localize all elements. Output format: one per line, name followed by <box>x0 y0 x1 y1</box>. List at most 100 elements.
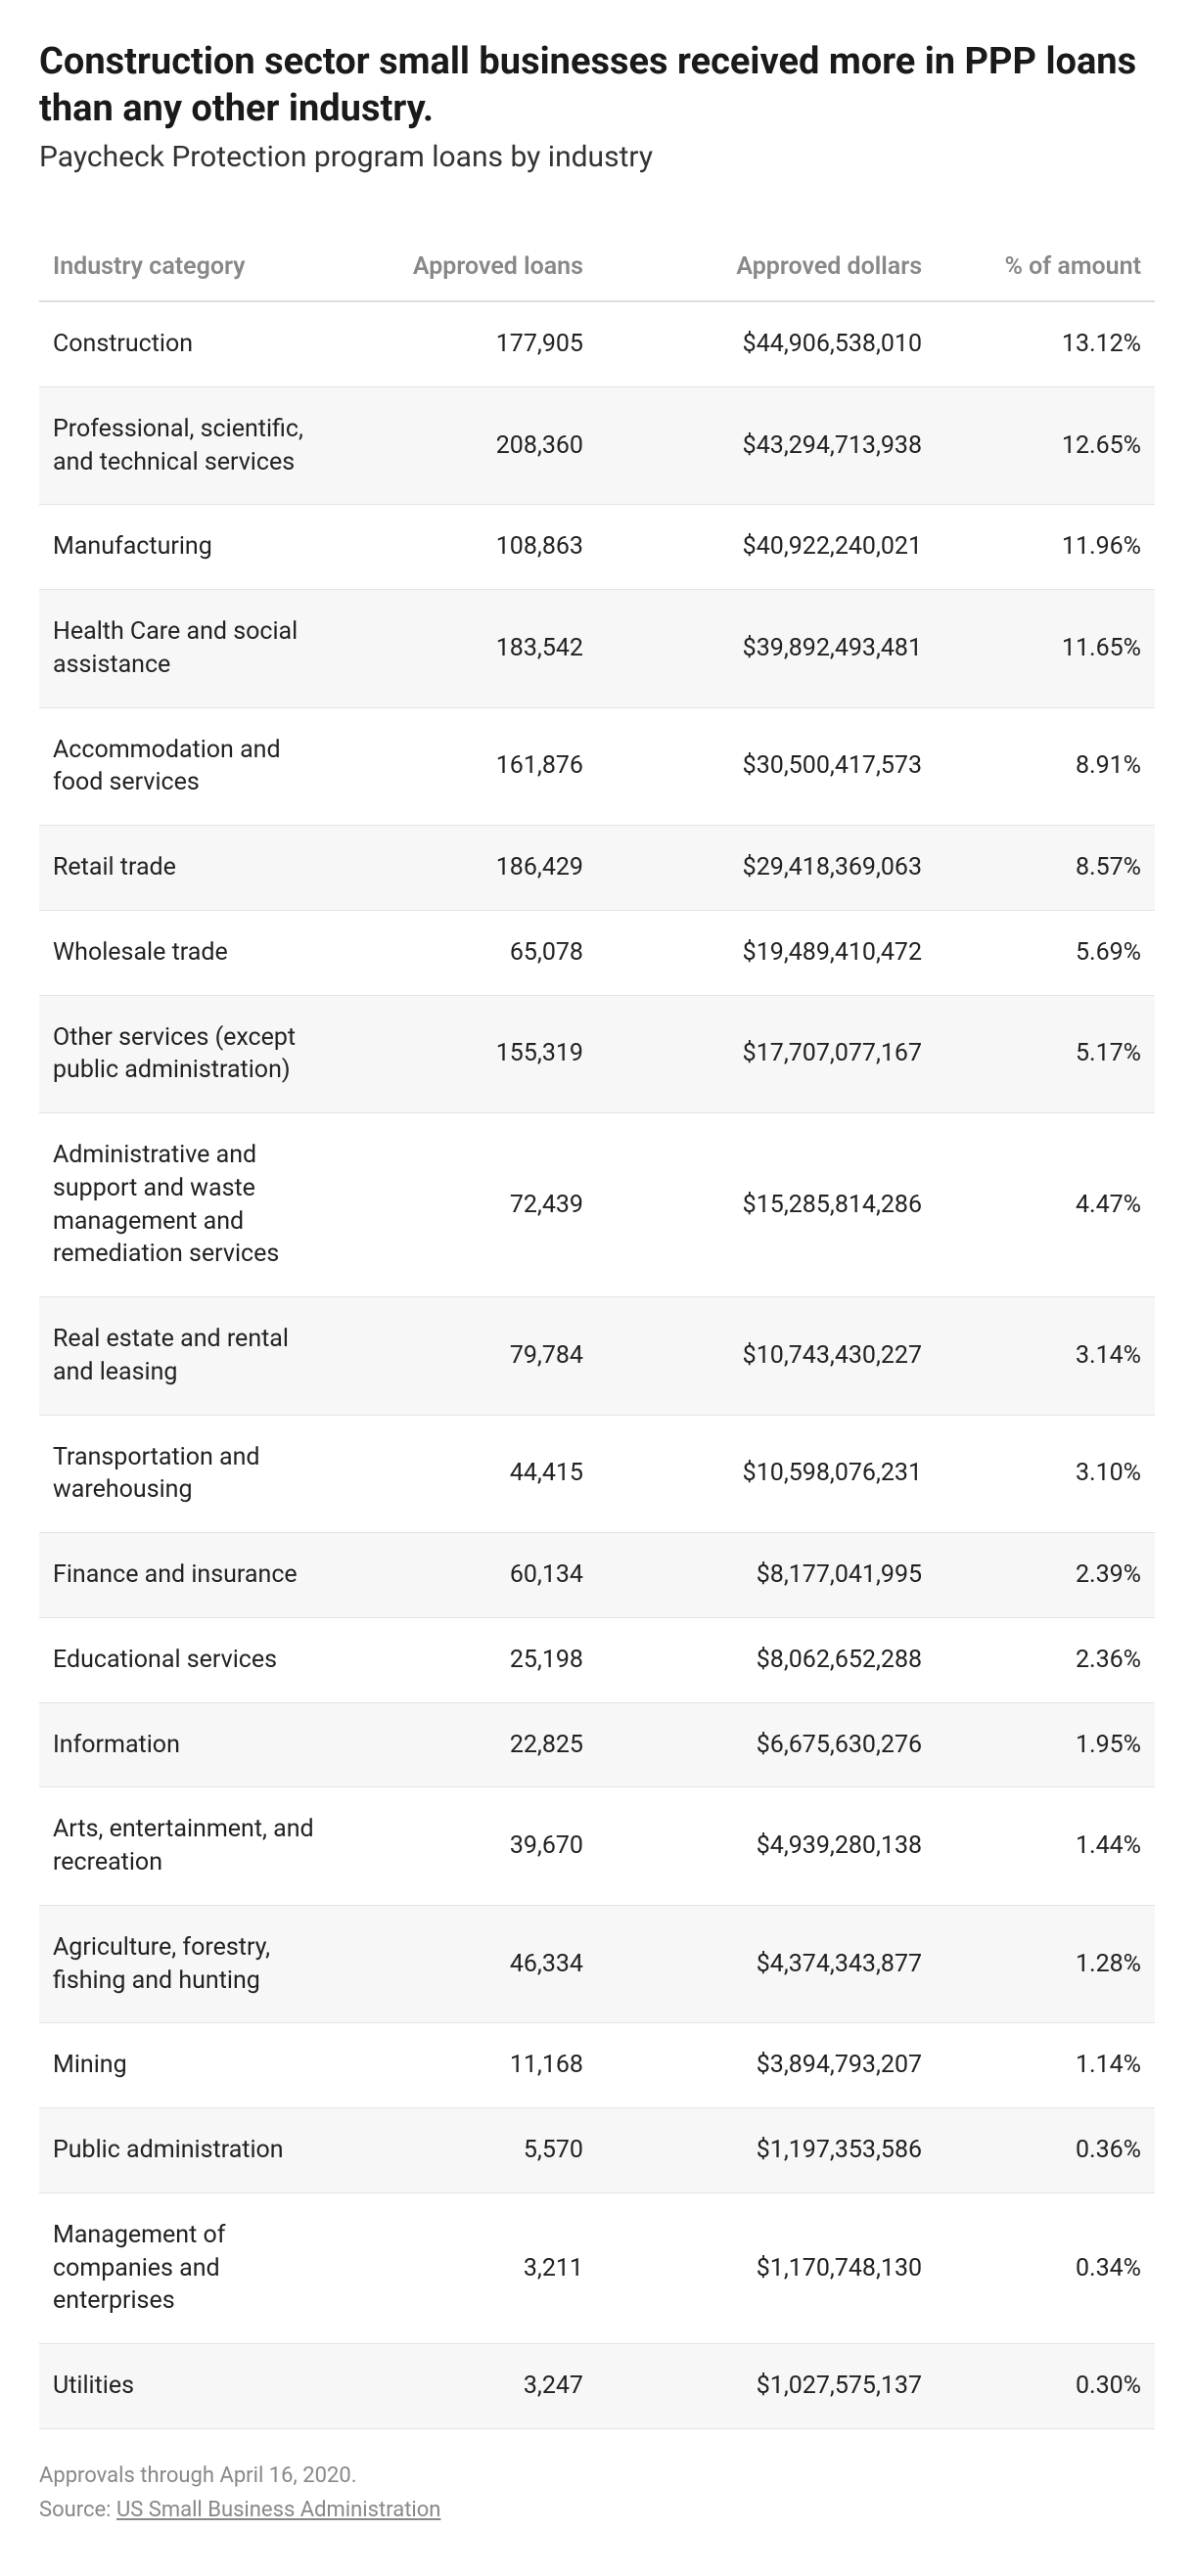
cell-pct: 0.36% <box>936 2108 1155 2193</box>
table-row: Educational services25,198$8,062,652,288… <box>39 1617 1155 1702</box>
cell-loans: 11,168 <box>348 2023 597 2108</box>
page-title: Construction sector small businesses rec… <box>39 39 1155 132</box>
cell-dollars: $1,027,575,137 <box>597 2344 936 2429</box>
cell-category: Real estate and rental and leasing <box>39 1297 348 1416</box>
cell-loans: 79,784 <box>348 1297 597 1416</box>
cell-category: Manufacturing <box>39 505 348 590</box>
source-prefix: Source: <box>39 2498 116 2522</box>
cell-loans: 3,247 <box>348 2344 597 2429</box>
table-row: Health Care and social assistance183,542… <box>39 590 1155 708</box>
cell-category: Transportation and warehousing <box>39 1415 348 1533</box>
cell-dollars: $39,892,493,481 <box>597 590 936 708</box>
cell-pct: 2.39% <box>936 1533 1155 1618</box>
table-body: Construction177,905$44,906,538,01013.12%… <box>39 301 1155 2428</box>
footnotes: Approvals through April 16, 2020. Source… <box>39 2459 1155 2527</box>
cell-loans: 208,360 <box>348 386 597 505</box>
ppp-loans-table: Industry category Approved loans Approve… <box>39 233 1155 2429</box>
cell-dollars: $19,489,410,472 <box>597 910 936 995</box>
col-header-pct: % of amount <box>936 233 1155 301</box>
cell-category: Accommodation and food services <box>39 707 348 826</box>
cell-category: Health Care and social assistance <box>39 590 348 708</box>
cell-pct: 1.28% <box>936 1905 1155 2023</box>
cell-pct: 8.91% <box>936 707 1155 826</box>
cell-loans: 22,825 <box>348 1702 597 1787</box>
cell-category: Utilities <box>39 2344 348 2429</box>
table-row: Wholesale trade65,078$19,489,410,4725.69… <box>39 910 1155 995</box>
table-row: Transportation and warehousing44,415$10,… <box>39 1415 1155 1533</box>
cell-dollars: $43,294,713,938 <box>597 386 936 505</box>
table-row: Public administration5,570$1,197,353,586… <box>39 2108 1155 2193</box>
cell-dollars: $1,197,353,586 <box>597 2108 936 2193</box>
cell-loans: 177,905 <box>348 301 597 386</box>
cell-pct: 3.14% <box>936 1297 1155 1416</box>
table-row: Manufacturing108,863$40,922,240,02111.96… <box>39 505 1155 590</box>
table-row: Mining11,168$3,894,793,2071.14% <box>39 2023 1155 2108</box>
cell-category: Finance and insurance <box>39 1533 348 1618</box>
table-row: Administrative and support and waste man… <box>39 1113 1155 1297</box>
cell-pct: 1.95% <box>936 1702 1155 1787</box>
cell-category: Administrative and support and waste man… <box>39 1113 348 1297</box>
cell-dollars: $29,418,369,063 <box>597 826 936 911</box>
table-row: Management of companies and enterprises3… <box>39 2192 1155 2343</box>
table-row: Finance and insurance60,134$8,177,041,99… <box>39 1533 1155 1618</box>
cell-dollars: $10,598,076,231 <box>597 1415 936 1533</box>
cell-dollars: $15,285,814,286 <box>597 1113 936 1297</box>
cell-dollars: $17,707,077,167 <box>597 995 936 1113</box>
cell-loans: 5,570 <box>348 2108 597 2193</box>
cell-pct: 1.44% <box>936 1787 1155 1906</box>
cell-dollars: $8,177,041,995 <box>597 1533 936 1618</box>
cell-loans: 3,211 <box>348 2192 597 2343</box>
cell-loans: 60,134 <box>348 1533 597 1618</box>
page-subtitle: Paycheck Protection program loans by ind… <box>39 140 1155 174</box>
cell-pct: 11.96% <box>936 505 1155 590</box>
cell-dollars: $40,922,240,021 <box>597 505 936 590</box>
cell-pct: 0.34% <box>936 2192 1155 2343</box>
cell-category: Public administration <box>39 2108 348 2193</box>
cell-dollars: $4,939,280,138 <box>597 1787 936 1906</box>
cell-pct: 5.69% <box>936 910 1155 995</box>
table-row: Utilities3,247$1,027,575,1370.30% <box>39 2344 1155 2429</box>
cell-category: Information <box>39 1702 348 1787</box>
cell-pct: 4.47% <box>936 1113 1155 1297</box>
cell-pct: 12.65% <box>936 386 1155 505</box>
cell-category: Agriculture, forestry, fishing and hunti… <box>39 1905 348 2023</box>
page-container: Construction sector small businesses rec… <box>0 0 1194 2576</box>
col-header-dollars: Approved dollars <box>597 233 936 301</box>
table-row: Other services (except public administra… <box>39 995 1155 1113</box>
cell-loans: 161,876 <box>348 707 597 826</box>
cell-dollars: $30,500,417,573 <box>597 707 936 826</box>
cell-loans: 155,319 <box>348 995 597 1113</box>
col-header-category: Industry category <box>39 233 348 301</box>
table-header-row: Industry category Approved loans Approve… <box>39 233 1155 301</box>
table-row: Retail trade186,429$29,418,369,0638.57% <box>39 826 1155 911</box>
cell-dollars: $8,062,652,288 <box>597 1617 936 1702</box>
cell-category: Other services (except public administra… <box>39 995 348 1113</box>
cell-dollars: $3,894,793,207 <box>597 2023 936 2108</box>
table-row: Information22,825$6,675,630,2761.95% <box>39 1702 1155 1787</box>
cell-pct: 1.14% <box>936 2023 1155 2108</box>
cell-dollars: $10,743,430,227 <box>597 1297 936 1416</box>
cell-pct: 0.30% <box>936 2344 1155 2429</box>
table-row: Real estate and rental and leasing79,784… <box>39 1297 1155 1416</box>
cell-loans: 25,198 <box>348 1617 597 1702</box>
table-row: Agriculture, forestry, fishing and hunti… <box>39 1905 1155 2023</box>
cell-category: Construction <box>39 301 348 386</box>
footnote-date: Approvals through April 16, 2020. <box>39 2459 1155 2493</box>
cell-loans: 186,429 <box>348 826 597 911</box>
cell-category: Mining <box>39 2023 348 2108</box>
cell-loans: 44,415 <box>348 1415 597 1533</box>
cell-loans: 72,439 <box>348 1113 597 1297</box>
cell-loans: 108,863 <box>348 505 597 590</box>
cell-category: Management of companies and enterprises <box>39 2192 348 2343</box>
cell-pct: 5.17% <box>936 995 1155 1113</box>
table-row: Arts, entertainment, and recreation39,67… <box>39 1787 1155 1906</box>
cell-pct: 13.12% <box>936 301 1155 386</box>
cell-category: Retail trade <box>39 826 348 911</box>
source-link[interactable]: US Small Business Administration <box>116 2498 440 2522</box>
cell-dollars: $4,374,343,877 <box>597 1905 936 2023</box>
cell-dollars: $1,170,748,130 <box>597 2192 936 2343</box>
cell-pct: 2.36% <box>936 1617 1155 1702</box>
table-row: Construction177,905$44,906,538,01013.12% <box>39 301 1155 386</box>
footnote-source: Source: US Small Business Administration <box>39 2493 1155 2527</box>
col-header-loans: Approved loans <box>348 233 597 301</box>
